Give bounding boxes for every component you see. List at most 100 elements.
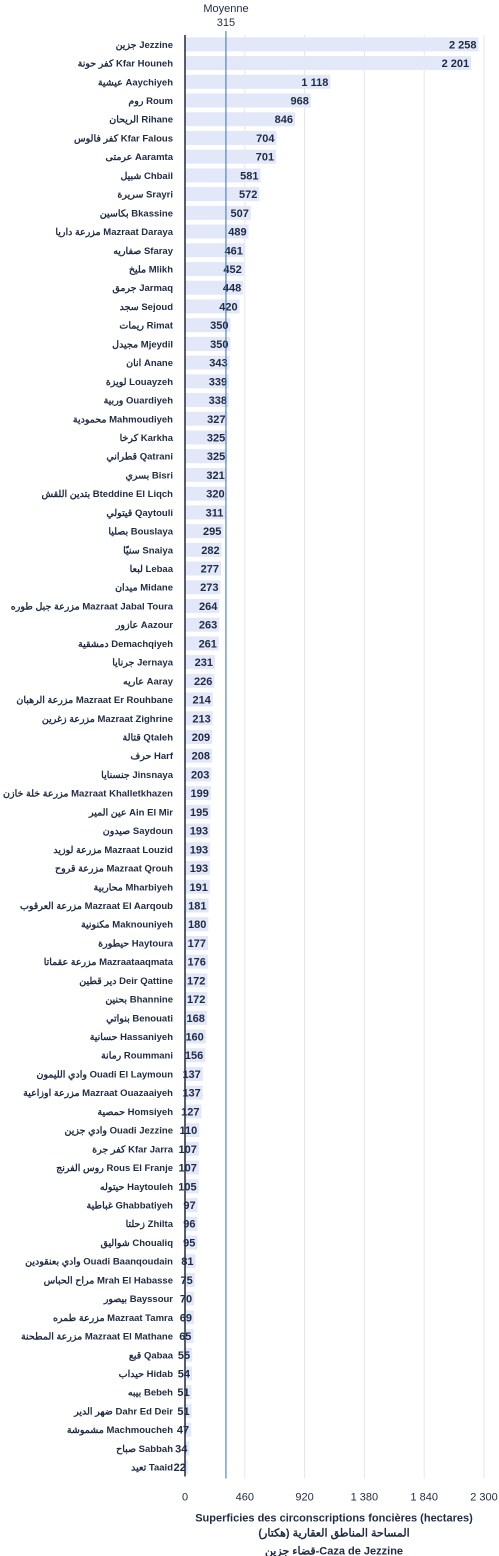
bar [185,861,211,876]
category-label: زحلتا Zhilta [126,1219,174,1230]
category-label: مليخ Mlikh [129,265,173,276]
category-label: مزرعة الرهبان Mazraat Er Rouhbane [16,695,173,706]
value-label: 191 [189,882,207,894]
value-label: 295 [203,526,221,538]
bar [185,1460,188,1475]
value-label: 177 [188,938,206,950]
value-label: 701 [256,152,274,164]
bar [185,1235,198,1250]
bar [185,524,224,539]
category-label: قطراني Qatrani [106,452,173,463]
value-label: 75 [181,1275,193,1287]
value-label: 448 [223,283,241,295]
bar [185,243,245,258]
bar [185,430,228,445]
category-label: حيتوله Haytouleh [100,1182,173,1193]
category-label: مزرعة داريا Mazraat Daraya [55,227,173,238]
category-label: دير قطين Deir Qattine [79,976,173,987]
value-label: 452 [223,264,241,276]
category-label: حرف Harf [130,751,173,762]
value-label: 195 [190,807,208,819]
category-label: انان Anane [126,358,173,369]
bar [185,973,208,988]
value-label: 581 [240,170,258,182]
bar [185,205,251,220]
x-axis-subtitle-caza: قضاء جزين-Caza de Jezzine [265,1545,403,1556]
value-label: 172 [187,975,205,987]
category-label: وادي الليمون Ouadi El Laymoun [36,1069,173,1080]
x-tick-label: 1 840 [410,1491,438,1503]
value-label: 69 [180,1312,192,1324]
bar [185,467,227,482]
bar [185,1029,206,1044]
x-tick-label: 1 380 [351,1491,379,1503]
bar [185,617,220,632]
category-label: رمانة Roummani [101,1051,173,1062]
bar [185,598,220,613]
bar [185,954,208,969]
x-tick-labels: 0 460 920 1 380 1 840 2 300 [182,1491,498,1503]
category-label: مزرعة عقماتا Mazraataaqmata [44,957,174,968]
value-label: 203 [191,769,209,781]
category-label: كرخا Karkha [120,433,174,444]
category-label: عرمتى Aaramta [106,152,174,163]
value-label: 51 [177,1387,189,1399]
category-label: سنيّا Snaiya [123,545,174,556]
bar [185,411,228,426]
bar [185,711,213,726]
x-axis-title-fr: Superficies des circonscriptions foncièr… [195,1512,473,1524]
bar [185,1441,190,1456]
category-label: شواليق Choualiq [101,1238,174,1249]
x-tick-label: 460 [236,1491,254,1503]
bar [185,37,479,52]
value-label: 47 [177,1425,189,1437]
category-label: مزرعة جبل طوره Mazraat Jabal Toura [11,601,174,612]
bar [185,1385,192,1400]
value-label: 193 [190,844,208,856]
category-label: عاريه Aaray [123,676,174,687]
category-label: لبعا Lebaa [130,564,174,575]
category-label: بيصور Bayssour [103,1294,173,1305]
category-label: شبيل Chbail [120,171,173,182]
category-label: مزرعة زغرين Mazraat Zighrine [42,714,173,725]
category-label: قتالة Qtaleh [123,733,174,744]
category-label: حيطورة Haytoura [98,938,174,949]
value-label: 81 [181,1256,193,1268]
bar [185,842,211,857]
bar [185,804,211,819]
value-label: 489 [228,227,246,239]
bar [185,393,229,408]
value-label: 107 [179,1163,197,1175]
value-label: 321 [206,470,224,482]
value-label: 209 [192,732,210,744]
value-label: 325 [207,432,225,444]
category-label: كفر حونة Kfar Houneh [78,59,174,70]
category-label: مزرعة العرقوب Mazraat El Aarqoub [20,901,173,912]
category-label: مشموشة Machmoucheh [67,1425,173,1436]
value-label: 2 201 [442,58,470,70]
bar [185,93,311,108]
category-label: مكنونية Maknouniyeh [81,920,173,931]
bar [185,56,472,71]
value-label: 110 [180,1125,198,1137]
category-label: بنواتي Benouati [106,1013,173,1024]
value-label: 968 [290,96,308,108]
category-label: سجد Sejoud [120,302,174,313]
value-label: 273 [200,582,218,594]
category-label: روس الفرنج Rous El Franje [56,1163,173,1174]
bar [185,374,230,389]
category-label: عازور Aazour [115,620,173,631]
value-label: 95 [183,1237,195,1249]
bar [185,1179,199,1194]
category-label: بتدين اللقش Bteddine El Liqch [42,489,174,500]
bar [185,1310,194,1325]
value-label: 461 [225,245,243,257]
value-label: 339 [209,376,227,388]
value-label: 180 [188,919,206,931]
bar [185,636,219,651]
bar [185,505,226,520]
bar [185,1291,195,1306]
bar [185,1366,193,1381]
value-label: 327 [207,414,225,426]
